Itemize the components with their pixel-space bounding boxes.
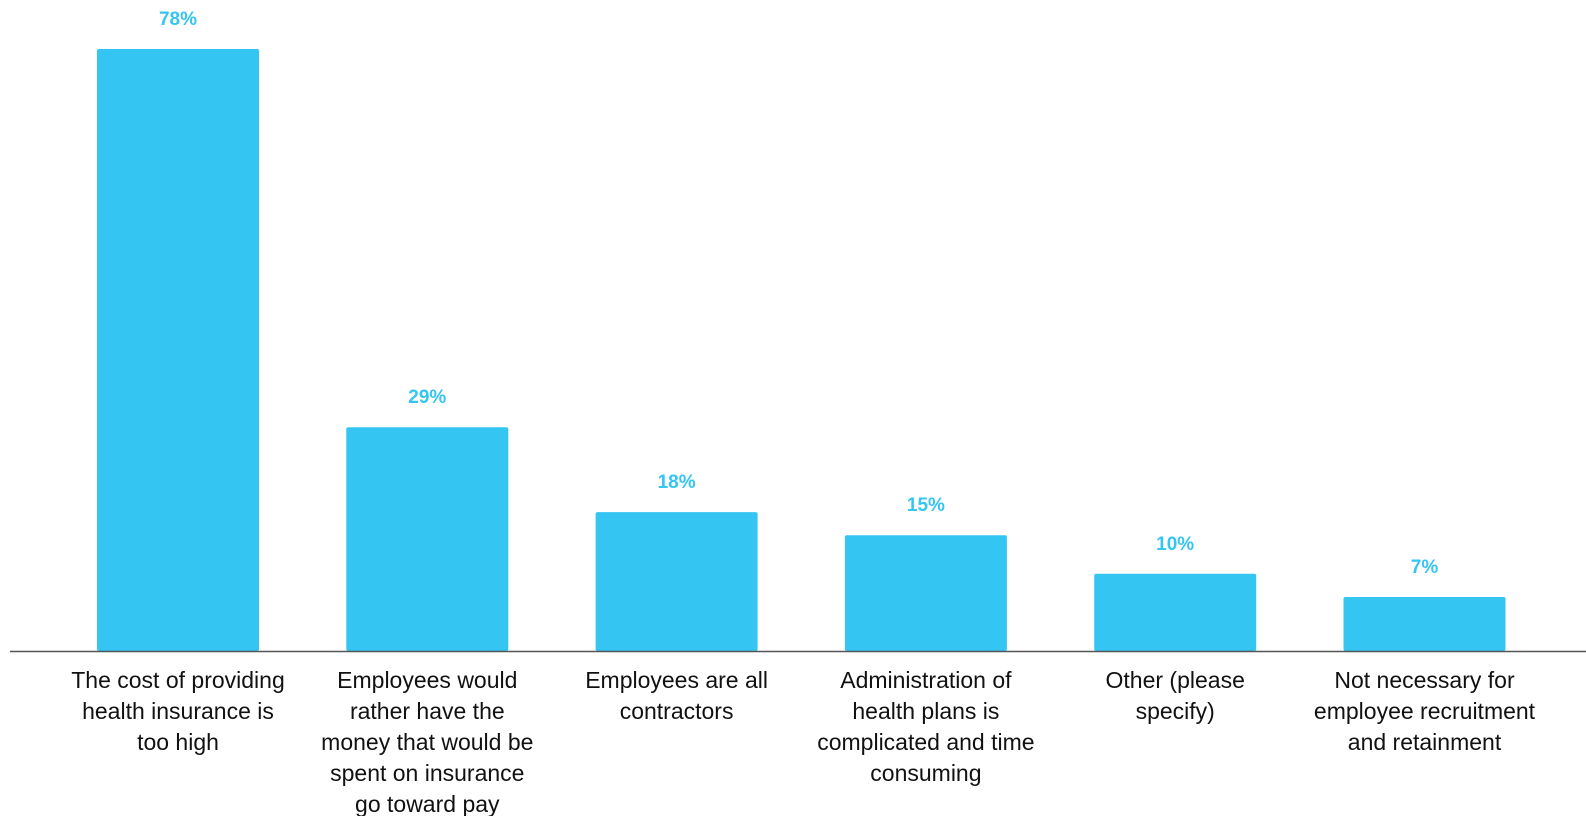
- data-label-2: 29%: [408, 387, 446, 408]
- category-label-3: Employees are all contractors: [585, 667, 768, 724]
- category-label-line: health plans is: [852, 698, 999, 724]
- category-label-5: Other (please specify): [1106, 667, 1245, 724]
- category-label-line: consuming: [870, 760, 981, 786]
- bar-6: [1343, 597, 1506, 651]
- category-label-line: Not necessary for: [1334, 667, 1515, 693]
- bar-4: [844, 535, 1007, 651]
- bar-1: [97, 49, 259, 651]
- category-label-line: Employees are all: [585, 667, 768, 693]
- category-label-1: The cost of providing health insurance is…: [71, 667, 285, 755]
- data-label-5: 10%: [1156, 534, 1194, 555]
- data-label-4: 15%: [907, 495, 945, 516]
- category-label-line: Employees would: [337, 667, 517, 693]
- category-label-line: complicated and time: [817, 729, 1034, 755]
- category-label-line: The cost of providing: [71, 667, 285, 693]
- category-label-4: Administration of health plans is complica…: [817, 667, 1034, 786]
- category-label-line: spent on insurance: [330, 760, 524, 786]
- data-label-6: 7%: [1411, 557, 1439, 578]
- data-label-3: 18%: [658, 472, 696, 493]
- category-label-line: Administration of: [840, 667, 1012, 693]
- category-label-line: employee recruitment: [1314, 698, 1536, 724]
- category-label-line: specify): [1136, 698, 1215, 724]
- category-label-2: Employees would rather have the money that…: [321, 667, 533, 816]
- category-label-line: Other (please: [1106, 667, 1245, 693]
- category-label-line: money that would be: [321, 729, 533, 755]
- bars-group: [97, 49, 1506, 651]
- category-label-6: Not necessary for employee recruitment and…: [1314, 667, 1536, 755]
- bar-2: [346, 427, 509, 651]
- category-label-line: rather have the: [350, 698, 505, 724]
- category-label-line: and retainment: [1348, 729, 1502, 755]
- data-label-1: 78%: [159, 9, 197, 30]
- bar-5: [1094, 573, 1257, 651]
- category-label-line: contractors: [620, 698, 734, 724]
- category-label-line: health insurance is: [82, 698, 274, 724]
- category-label-line: go toward pay: [355, 791, 500, 816]
- category-labels-group: The cost of providing health insurance is…: [71, 667, 1535, 816]
- value-labels-group: 78% 29% 18% 15% 10% 7%: [159, 9, 1438, 578]
- bar-3: [595, 512, 758, 651]
- category-label-line: too high: [137, 729, 219, 755]
